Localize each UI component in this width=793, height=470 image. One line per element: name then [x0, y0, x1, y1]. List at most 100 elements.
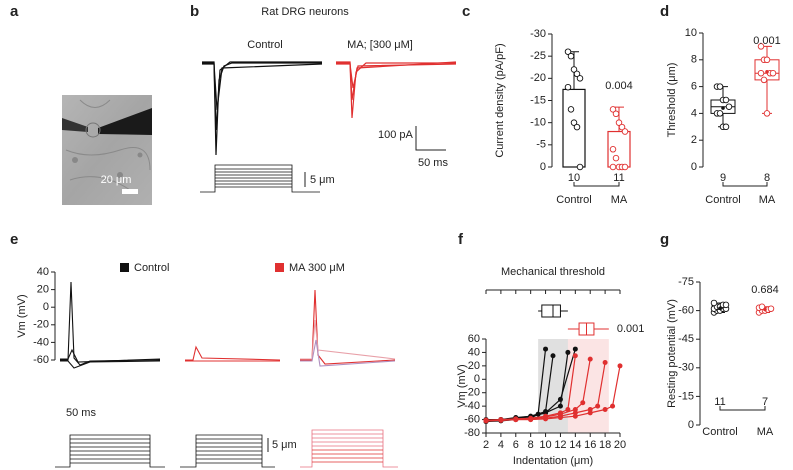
n-label: 10 [568, 172, 580, 184]
y-tick-label: -45 [678, 333, 694, 345]
legend-label: Control [134, 262, 169, 274]
y-tick-label: 8 [691, 54, 697, 66]
scale-bar [415, 126, 446, 151]
data-point [602, 360, 608, 365]
mean [763, 307, 767, 312]
data-point [763, 110, 771, 117]
data-point [716, 83, 724, 90]
y-tick-label: -15 [530, 94, 546, 106]
data-point [565, 349, 571, 355]
data-point [573, 123, 581, 131]
data-point [570, 66, 578, 73]
panel-letter: c [462, 3, 470, 20]
panel-letter: a [10, 3, 19, 20]
y-tick-label: -20 [530, 72, 546, 84]
y-tick-label: -15 [678, 390, 694, 402]
x-tick-label: MA [757, 426, 774, 438]
x-tick-label: 6 [513, 439, 519, 451]
data-point [621, 128, 629, 135]
data-point [722, 96, 730, 104]
panel-letter: b [190, 3, 199, 20]
data-point [570, 119, 578, 126]
micrograph: 20 μm [62, 95, 152, 205]
data-point [618, 123, 626, 131]
x-tick-label: MA [611, 194, 628, 206]
bracket [722, 182, 768, 187]
data-point [557, 403, 563, 409]
legend-swatch [275, 263, 284, 272]
box [541, 304, 561, 318]
data-point [767, 305, 775, 312]
x-tick-label: 2 [483, 439, 489, 451]
data-point [769, 69, 777, 77]
series-line [485, 349, 547, 423]
y-axis-label: Resting potential (mV) [666, 299, 678, 408]
data-point [722, 301, 730, 309]
y-tick-label: 4 [691, 107, 697, 119]
data-point [550, 353, 556, 359]
panel-letter: f [458, 231, 464, 248]
y-tick-label: -10 [530, 117, 546, 129]
x-tick-label: 12 [554, 439, 566, 451]
scale-label: 5 μm [310, 174, 335, 186]
data-point [576, 163, 584, 171]
y-tick-label: 10 [685, 27, 697, 39]
p-label: 0.001 [753, 35, 781, 47]
p-label: 0.004 [605, 80, 633, 92]
y-tick-label: -60 [33, 354, 49, 366]
mean [718, 306, 722, 311]
y-tick-label: 20 [37, 284, 49, 296]
data-point [483, 417, 489, 423]
data-point [564, 83, 572, 91]
x-tick-label: MA [759, 194, 776, 206]
annotation: Mechanical threshold [501, 266, 605, 278]
x-tick-label: 14 [569, 439, 581, 451]
y-tick-label: -25 [530, 50, 546, 62]
x-axis-label: Indentation (μm) [513, 455, 593, 467]
data-point [498, 417, 504, 423]
y-tick-label: -5 [536, 139, 546, 151]
scale-label: 50 ms [66, 407, 96, 419]
data-point [595, 403, 601, 409]
data-point [612, 154, 620, 162]
data-point [587, 410, 593, 416]
n-label: 11 [613, 172, 624, 184]
data-point [572, 413, 578, 419]
n-label: 8 [764, 172, 770, 184]
y-axis-label: Current density (pA/pF) [494, 43, 506, 157]
data-point [557, 415, 563, 421]
n-label: 11 [714, 396, 725, 408]
y-axis-label: Vm (mV) [456, 364, 468, 407]
current-traces [202, 61, 457, 156]
y-tick-label: -40 [464, 400, 480, 412]
data-point [543, 346, 549, 352]
legend-label: MA 300 μM [289, 262, 345, 274]
y-tick-label: 40 [37, 266, 49, 278]
y-tick-label: 0 [540, 161, 546, 173]
n-label: 7 [762, 396, 768, 408]
y-tick-label: -30 [678, 362, 694, 374]
y-axis-label: Threshold (μm) [666, 63, 678, 138]
data-point [617, 363, 623, 369]
x-tick-label: 4 [498, 439, 504, 451]
data-point [528, 417, 534, 423]
panel-letter: g [660, 231, 669, 248]
y-tick-label: 60 [468, 333, 480, 345]
n-label: 9 [720, 172, 726, 184]
condition-label: MA; [300 μM] [347, 39, 413, 51]
y-tick-label: -20 [33, 319, 49, 331]
data-point [572, 346, 578, 352]
data-point [716, 110, 724, 117]
data-point [621, 163, 629, 171]
y-tick-label: 6 [691, 81, 697, 93]
scale-label: 20 μm [101, 174, 132, 186]
x-tick-label: Control [556, 194, 591, 206]
scale-label: 50 ms [418, 157, 448, 169]
data-point [609, 146, 617, 153]
stimulus [55, 429, 398, 468]
data-point [587, 356, 593, 362]
x-tick-label: 20 [614, 439, 626, 451]
y-tick-label: -75 [678, 276, 694, 288]
bracket [719, 406, 766, 411]
